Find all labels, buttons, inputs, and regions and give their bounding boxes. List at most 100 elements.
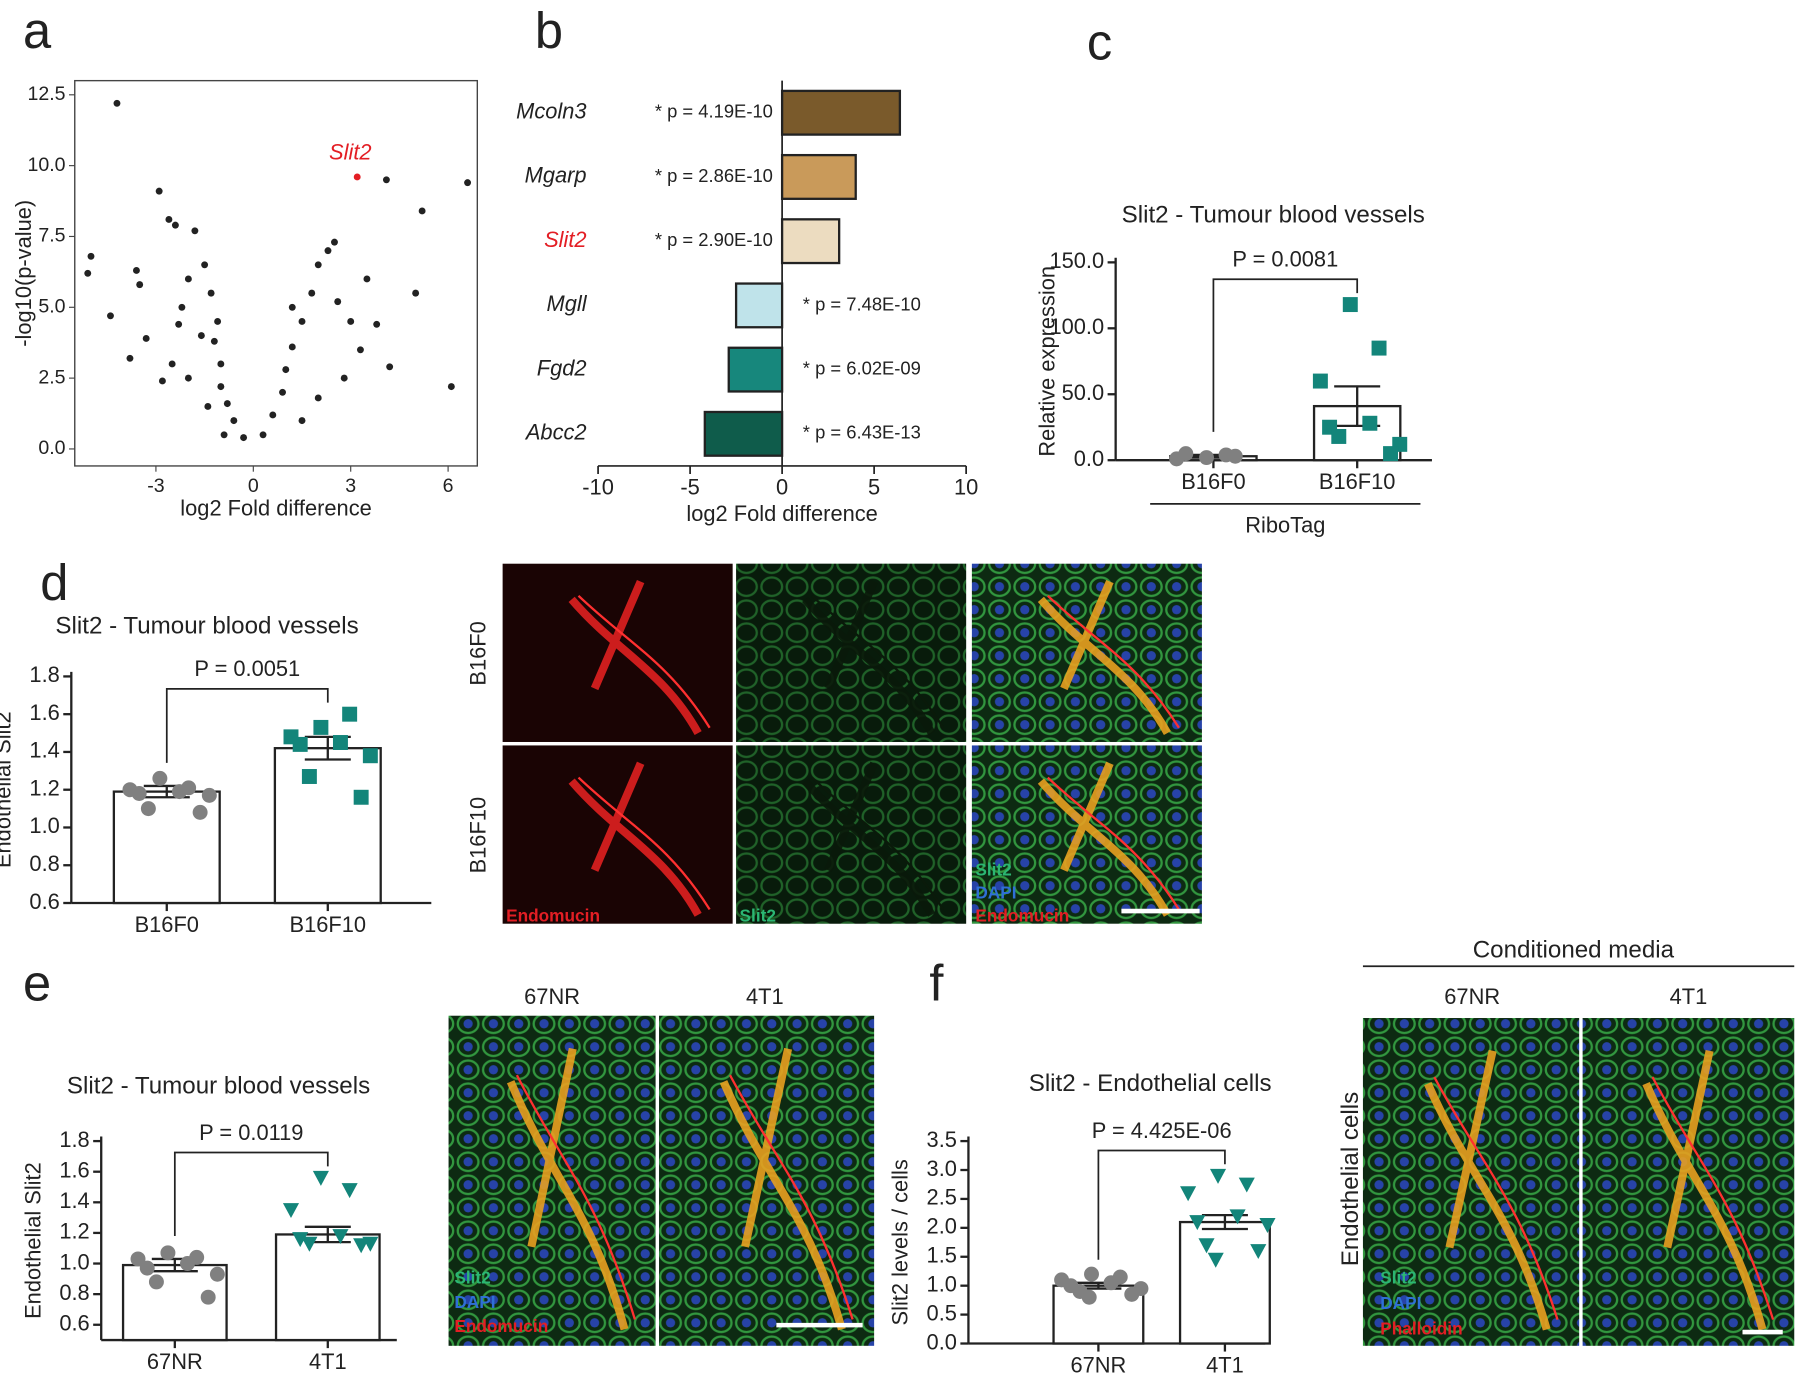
vessel-edge bbox=[1433, 1076, 1559, 1320]
x-tick-label: -5 bbox=[680, 475, 699, 500]
data-point bbox=[1229, 1209, 1246, 1225]
point bbox=[314, 394, 322, 402]
data-point bbox=[1218, 447, 1234, 463]
y-axis-label: -log10(p-value) bbox=[11, 200, 36, 347]
y-tick-label: 1.8 bbox=[29, 662, 59, 687]
point bbox=[84, 269, 92, 277]
point bbox=[331, 238, 338, 246]
y-tick-label: 7.5 bbox=[38, 225, 65, 247]
data-point bbox=[180, 1256, 195, 1272]
point bbox=[314, 261, 322, 269]
x-tick-label: 4T1 bbox=[1206, 1352, 1244, 1377]
data-point bbox=[1124, 1286, 1140, 1302]
p-value-annotation: P = 4.425E-06 bbox=[1092, 1118, 1232, 1143]
category-label: Mgarp bbox=[525, 163, 587, 188]
chart-title: Slit2 - Tumour blood vessels bbox=[67, 1072, 370, 1099]
bar bbox=[727, 346, 784, 393]
channel-label: Slit2 bbox=[975, 859, 1011, 879]
bar bbox=[274, 1233, 381, 1342]
data-point bbox=[1178, 446, 1194, 462]
micrograph bbox=[1582, 1018, 1795, 1346]
data-point bbox=[312, 1170, 329, 1186]
image-label: Endothelial cells bbox=[1337, 1092, 1364, 1266]
point bbox=[464, 179, 472, 187]
bar bbox=[780, 218, 841, 265]
category-label: Fgd2 bbox=[537, 355, 587, 380]
point bbox=[171, 221, 179, 229]
panel-letter: d bbox=[40, 554, 68, 611]
vessel-edge bbox=[1047, 776, 1180, 911]
data-point bbox=[139, 1260, 155, 1276]
vessel bbox=[506, 1047, 629, 1331]
chart-title: Slit2 - Tumour blood vessels bbox=[55, 612, 358, 639]
y-tick-label: 0.8 bbox=[29, 851, 59, 876]
y-tick-label: 1.2 bbox=[59, 1219, 89, 1244]
data-point bbox=[1371, 340, 1387, 356]
x-tick-label: 5 bbox=[868, 475, 880, 500]
data-point bbox=[1238, 1177, 1255, 1193]
y-axis-label: Endothelial Slit2 bbox=[20, 1162, 45, 1319]
channel-label: Slit2 bbox=[454, 1268, 490, 1288]
p-value-label: * p = 2.86E-10 bbox=[655, 165, 773, 186]
point bbox=[168, 360, 176, 368]
micrograph bbox=[736, 745, 967, 924]
data-point bbox=[332, 1229, 349, 1245]
vessel-edge bbox=[1047, 594, 1180, 729]
point bbox=[184, 275, 192, 283]
x-axis-label: log2 Fold difference bbox=[686, 501, 877, 526]
vessel-edge bbox=[577, 776, 711, 911]
panel-letter: f bbox=[929, 954, 944, 1011]
significance-bracket bbox=[1097, 1149, 1226, 1260]
channel-label: DAPI bbox=[975, 882, 1016, 902]
channel-label: Phalloidin bbox=[1380, 1318, 1462, 1338]
point bbox=[279, 388, 286, 396]
bar bbox=[1052, 1284, 1145, 1345]
micrograph bbox=[971, 563, 1202, 742]
micrograph-shade bbox=[736, 745, 967, 924]
y-tick-label: 1.5 bbox=[927, 1243, 957, 1268]
x-tick-label: B16F0 bbox=[1181, 469, 1245, 494]
y-tick-label: 0.5 bbox=[927, 1300, 957, 1325]
data-point bbox=[1189, 1215, 1206, 1231]
point bbox=[175, 320, 183, 328]
data-point bbox=[140, 801, 156, 817]
x-tick-label: B16F10 bbox=[290, 912, 367, 937]
significance-bracket bbox=[165, 688, 329, 763]
y-tick-label: 100.0 bbox=[1049, 314, 1104, 339]
panel-letter: e bbox=[23, 954, 51, 1011]
y-tick-label: 12.5 bbox=[28, 83, 66, 105]
significance-bracket bbox=[1212, 278, 1359, 432]
image-label: Conditioned media bbox=[1473, 937, 1675, 964]
x-tick-label: 0 bbox=[248, 475, 259, 497]
channel-label: DAPI bbox=[454, 1292, 495, 1312]
micrograph bbox=[1362, 1018, 1580, 1346]
image-label: 67NR bbox=[524, 984, 580, 1009]
x-tick-label: 3 bbox=[345, 475, 356, 497]
point bbox=[269, 411, 277, 419]
point bbox=[308, 289, 316, 297]
point-annotation: Slit2 bbox=[329, 140, 372, 165]
data-point bbox=[1081, 1289, 1097, 1305]
y-tick-label: 1.8 bbox=[59, 1127, 89, 1152]
category-label: Mcoln3 bbox=[516, 99, 586, 124]
y-tick-label: 1.6 bbox=[59, 1157, 89, 1182]
image-label: 4T1 bbox=[746, 984, 784, 1009]
p-value-label: * p = 4.19E-10 bbox=[655, 101, 773, 122]
point bbox=[288, 343, 296, 351]
image-label: B16F10 bbox=[465, 797, 490, 874]
y-tick-label: 50.0 bbox=[1062, 380, 1105, 405]
y-tick-label: 3.5 bbox=[927, 1127, 957, 1152]
vessel-edge bbox=[811, 594, 945, 729]
x-tick-label: B16F0 bbox=[135, 912, 199, 937]
point bbox=[288, 303, 296, 311]
data-point bbox=[1259, 1218, 1276, 1234]
point bbox=[373, 320, 381, 328]
bar bbox=[703, 410, 784, 457]
x-tick-label: 6 bbox=[443, 475, 454, 497]
channel-label: Endomucin bbox=[975, 905, 1069, 925]
data-point bbox=[148, 1274, 164, 1290]
data-point bbox=[1084, 1266, 1099, 1282]
data-point bbox=[1331, 428, 1347, 444]
y-tick-label: 3.0 bbox=[927, 1156, 957, 1181]
plot-frame bbox=[74, 79, 479, 467]
